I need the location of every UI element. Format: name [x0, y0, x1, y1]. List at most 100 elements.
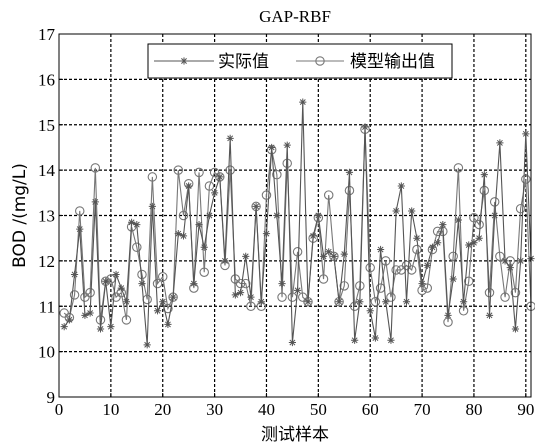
- asterisk-marker: [262, 230, 271, 238]
- asterisk-marker: [491, 211, 499, 220]
- circle-marker: [85, 287, 95, 298]
- asterisk-marker: [179, 232, 188, 240]
- x-tick-label: 10: [102, 400, 119, 419]
- asterisk-marker: [356, 298, 364, 306]
- circle-marker: [163, 303, 173, 314]
- asterisk-marker: [392, 207, 400, 215]
- asterisk-marker: [465, 241, 473, 249]
- asterisk-marker: [60, 323, 68, 331]
- legend-label-model: 模型输出值: [350, 52, 435, 72]
- asterisk-marker: [459, 298, 468, 306]
- asterisk-marker: [278, 279, 286, 288]
- legend-label-actual: 实际值: [218, 52, 269, 72]
- asterisk-marker: [76, 225, 84, 233]
- series-line: [63, 102, 532, 345]
- circle-marker: [261, 190, 272, 200]
- asterisk-marker: [117, 284, 125, 292]
- x-tick-label: 80: [465, 400, 482, 419]
- asterisk-marker: [107, 323, 115, 331]
- circle-marker: [194, 167, 204, 178]
- asterisk-marker: [314, 211, 322, 220]
- asterisk-marker: [470, 239, 478, 247]
- asterisk-marker: [325, 248, 333, 256]
- y-tick-label: 9: [47, 388, 56, 407]
- asterisk-marker: [485, 311, 494, 319]
- asterisk-marker: [439, 220, 447, 229]
- circle-marker: [173, 165, 184, 175]
- asterisk-marker: [153, 307, 162, 315]
- circle-marker: [69, 290, 80, 300]
- asterisk-marker: [309, 232, 317, 240]
- asterisk-marker: [423, 261, 431, 270]
- circle-marker: [318, 274, 329, 284]
- asterisk-marker: [164, 320, 172, 328]
- asterisk-marker: [382, 298, 390, 306]
- asterisk-marker: [205, 211, 214, 220]
- y-tick-label: 12: [38, 252, 55, 271]
- asterisk-marker: [480, 171, 488, 179]
- circle-marker: [323, 190, 334, 200]
- asterisk-marker: [366, 307, 374, 315]
- asterisk-marker: [273, 211, 281, 220]
- circle-marker: [272, 169, 282, 180]
- circle-marker: [422, 283, 433, 293]
- circle-marker: [391, 265, 401, 275]
- asterisk-marker: [195, 220, 203, 229]
- asterisk-marker: [330, 252, 338, 260]
- asterisk-marker: [133, 220, 141, 229]
- asterisk-marker: [361, 123, 369, 131]
- asterisk-marker: [299, 98, 307, 106]
- asterisk-marker: [174, 230, 182, 238]
- asterisk-marker: [413, 234, 421, 242]
- x-tick-label: 70: [414, 400, 431, 419]
- circle-marker: [339, 281, 350, 291]
- circle-marker: [204, 181, 215, 191]
- x-tick-label: 0: [55, 400, 64, 419]
- circle-marker: [521, 174, 531, 184]
- circle-marker: [74, 206, 85, 216]
- circle-marker: [432, 226, 443, 237]
- asterisk-marker: [517, 257, 525, 265]
- circle-marker: [225, 165, 235, 175]
- x-tick-label: 90: [517, 400, 534, 419]
- asterisk-marker: [387, 336, 395, 344]
- asterisk-marker: [418, 279, 426, 288]
- circle-marker: [474, 219, 484, 230]
- circle-marker: [157, 272, 168, 282]
- asterisk-marker: [185, 182, 193, 190]
- y-tick-label: 13: [38, 207, 55, 226]
- asterisk-marker: [506, 264, 514, 272]
- asterisk-marker: [304, 298, 312, 306]
- asterisk-marker: [376, 245, 385, 254]
- circle-marker: [292, 247, 303, 257]
- asterisk-marker: [283, 141, 291, 149]
- asterisk-marker: [340, 250, 348, 258]
- asterisk-marker: [511, 325, 520, 333]
- circle-marker: [469, 213, 479, 223]
- asterisk-marker: [454, 216, 462, 224]
- circle-marker: [121, 315, 132, 325]
- asterisk-marker: [102, 277, 110, 285]
- circle-marker: [495, 251, 505, 262]
- circle-marker: [199, 267, 209, 277]
- y-tick-label: 14: [38, 161, 56, 180]
- circle-marker: [277, 292, 287, 302]
- asterisk-marker: [190, 279, 198, 288]
- circle-marker: [132, 242, 142, 253]
- legend-marker-model: [315, 56, 325, 66]
- asterisk-marker: [428, 243, 437, 251]
- asterisk-marker: [122, 298, 131, 306]
- circle-marker: [453, 163, 464, 173]
- circle-marker: [370, 296, 381, 307]
- asterisk-marker: [496, 139, 504, 147]
- asterisk-marker: [242, 252, 250, 260]
- circle-marker: [386, 292, 396, 302]
- circle-marker: [59, 308, 69, 318]
- circle-marker: [510, 287, 521, 298]
- asterisk-marker: [257, 298, 265, 306]
- x-tick-label: 50: [310, 400, 327, 419]
- circle-marker: [178, 210, 189, 221]
- asterisk-marker: [159, 298, 167, 306]
- circle-marker: [412, 244, 422, 255]
- asterisk-marker: [148, 202, 156, 211]
